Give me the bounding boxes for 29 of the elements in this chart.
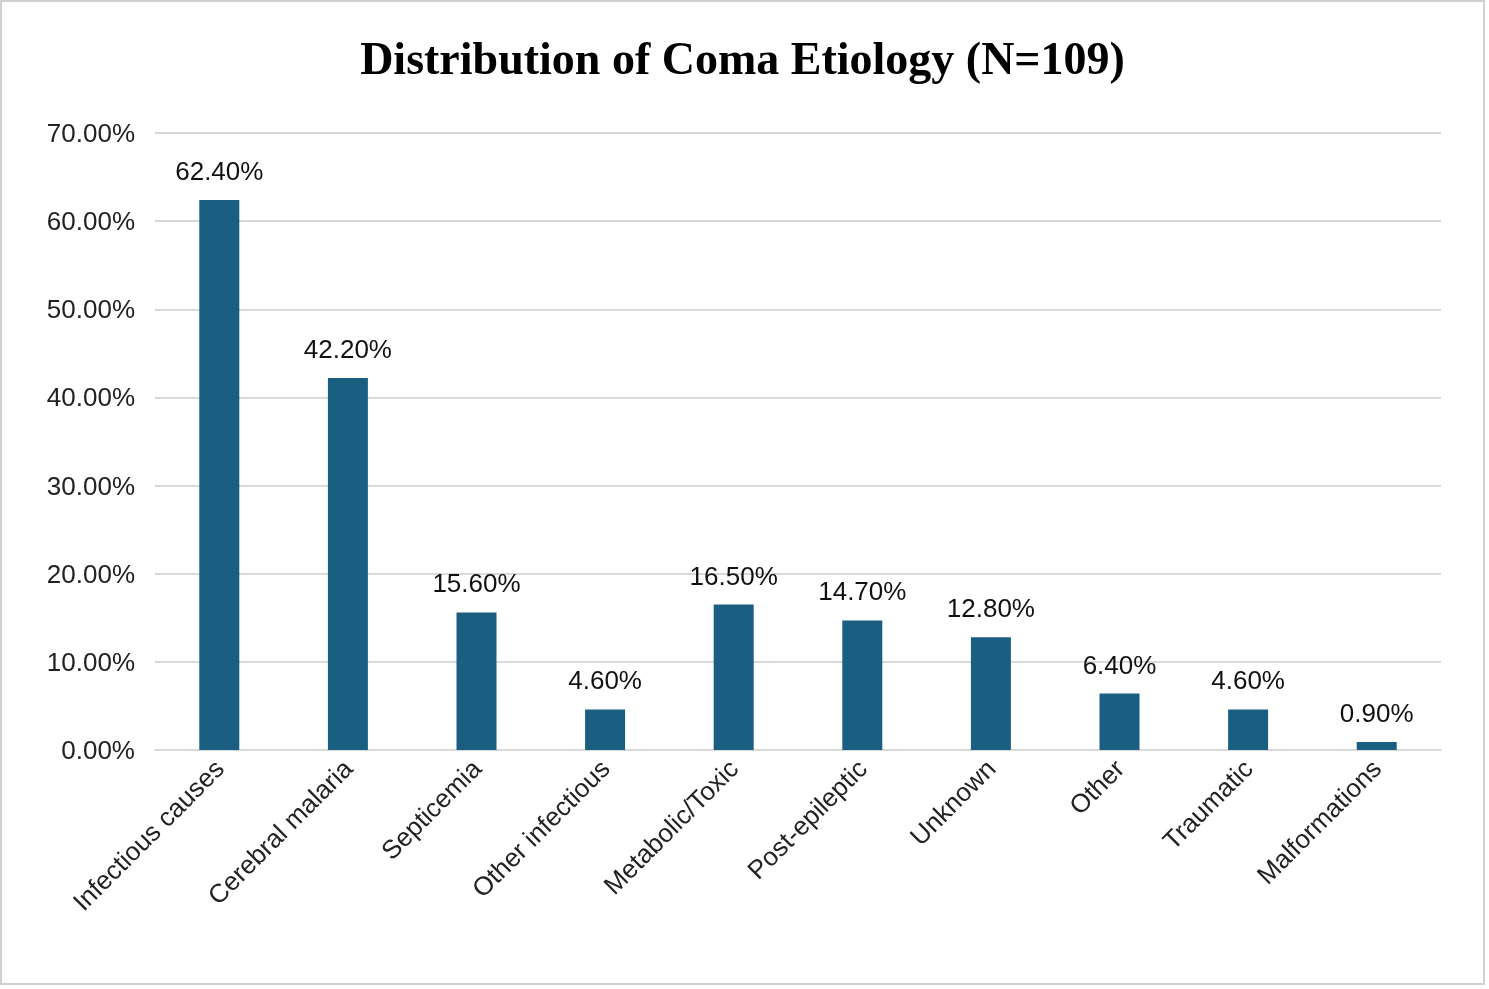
bar [456, 612, 497, 750]
data-label: 14.70% [818, 576, 907, 607]
data-label: 4.60% [1211, 665, 1285, 696]
chart-title: Distribution of Coma Etiology (N=109) [360, 32, 1125, 84]
y-tick-label: 10.00% [46, 646, 135, 677]
bar [713, 604, 754, 750]
y-tick-label: 50.00% [46, 294, 135, 325]
data-label: 6.40% [1082, 649, 1157, 680]
data-label: 4.60% [568, 665, 642, 696]
y-tick-label: 40.00% [46, 382, 135, 413]
y-tick-label: 0.00% [61, 735, 135, 765]
bar [585, 709, 626, 750]
data-label: 42.20% [303, 334, 392, 365]
bar [199, 199, 240, 750]
y-tick-label: 70.00% [46, 118, 135, 148]
bar [1099, 693, 1140, 750]
bar [327, 378, 368, 750]
bar [842, 620, 883, 750]
data-label: 16.50% [689, 560, 778, 591]
data-label: 62.40% [175, 155, 264, 186]
y-tick-label: 60.00% [46, 206, 135, 237]
y-tick-label: 20.00% [46, 558, 135, 589]
bar [970, 637, 1011, 750]
data-label: 15.60% [432, 568, 521, 599]
y-tick-label: 30.00% [46, 470, 135, 501]
data-label: 12.80% [946, 593, 1035, 624]
bar [1356, 742, 1397, 750]
bar [1228, 709, 1269, 750]
data-label: 0.90% [1339, 698, 1414, 729]
